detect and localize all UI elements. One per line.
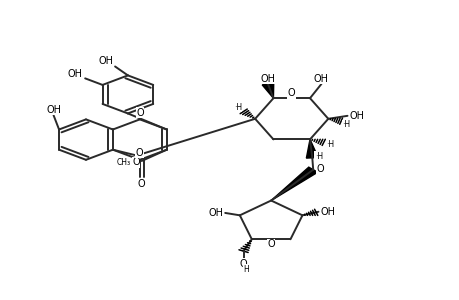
Text: O: O bbox=[132, 158, 140, 167]
Text: OH: OH bbox=[348, 111, 364, 121]
Text: O: O bbox=[138, 178, 145, 189]
Text: OH: OH bbox=[67, 69, 83, 79]
Text: O: O bbox=[239, 259, 247, 269]
Text: O: O bbox=[287, 88, 295, 98]
Text: OH: OH bbox=[46, 105, 61, 115]
Text: ·H: ·H bbox=[314, 152, 322, 161]
Text: OH: OH bbox=[313, 74, 328, 84]
Text: OH: OH bbox=[260, 74, 275, 84]
Text: ·H: ·H bbox=[233, 103, 241, 112]
Text: O: O bbox=[136, 108, 143, 118]
Polygon shape bbox=[270, 167, 317, 200]
Text: O: O bbox=[135, 148, 143, 158]
Polygon shape bbox=[306, 140, 318, 158]
Polygon shape bbox=[262, 83, 273, 98]
Text: OH: OH bbox=[319, 207, 334, 217]
Text: CH₃: CH₃ bbox=[116, 158, 130, 167]
Text: OH: OH bbox=[98, 56, 113, 66]
Text: ·H: ·H bbox=[325, 140, 334, 149]
Text: ·H: ·H bbox=[342, 120, 350, 129]
Text: O: O bbox=[316, 164, 324, 174]
Text: H: H bbox=[243, 265, 249, 274]
Text: OH: OH bbox=[208, 208, 223, 218]
Text: O: O bbox=[267, 239, 274, 249]
